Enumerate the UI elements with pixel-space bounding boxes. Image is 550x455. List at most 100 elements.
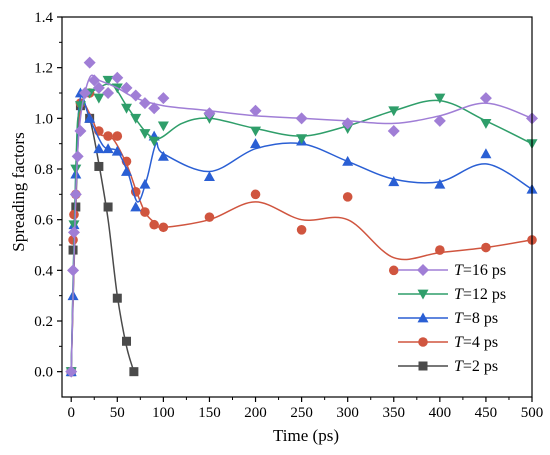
data-point <box>70 164 82 175</box>
data-point <box>157 121 169 132</box>
data-point <box>83 56 96 69</box>
data-point <box>157 92 170 105</box>
data-point <box>296 134 308 145</box>
data-point <box>140 207 150 217</box>
data-point <box>112 293 122 303</box>
legend-value: =12 ps <box>463 286 506 303</box>
series-1 <box>65 56 538 378</box>
data-point <box>111 145 123 156</box>
legend-label: T=2 ps <box>454 358 498 375</box>
data-point <box>148 102 161 115</box>
y-tick-label: 0.2 <box>34 314 53 330</box>
data-point <box>84 112 96 123</box>
legend-entry-3: T=8 ps <box>398 310 498 327</box>
legend-label: T=12 ps <box>454 286 506 303</box>
data-point <box>69 188 82 201</box>
legend-value: =2 ps <box>463 358 498 375</box>
data-point <box>68 220 80 231</box>
data-point <box>388 106 400 117</box>
legend-marker <box>418 361 428 371</box>
data-point <box>120 81 133 94</box>
data-point <box>341 117 354 130</box>
data-point <box>203 107 216 120</box>
data-point <box>480 148 492 159</box>
x-tick-label: 400 <box>429 405 452 421</box>
legend-marker <box>418 337 428 347</box>
data-point <box>479 92 492 105</box>
data-point <box>138 97 151 110</box>
data-point <box>102 143 114 154</box>
data-point <box>434 93 446 104</box>
data-point <box>67 264 80 277</box>
data-point <box>249 104 262 117</box>
data-point <box>130 201 142 212</box>
data-point <box>94 161 104 171</box>
data-point <box>387 125 400 137</box>
series-line <box>70 74 533 372</box>
axes: 0 50 100 150 200 250 300 350 400 450 500 0.0 0.2 0.4 0… <box>34 10 543 421</box>
data-point <box>433 114 446 127</box>
data-point <box>157 150 169 161</box>
x-tick-label: 0 <box>67 405 75 421</box>
data-point <box>102 87 115 99</box>
legend-value: =4 ps <box>463 334 498 351</box>
legend-entry-4: T=4 ps <box>398 334 498 351</box>
y-tick-label: 1.0 <box>34 111 53 127</box>
legend-label: T=16 ps <box>454 262 506 279</box>
data-point <box>250 126 262 137</box>
data-point <box>103 131 113 141</box>
legend-marker <box>417 312 429 323</box>
data-point <box>342 155 354 166</box>
data-point <box>121 103 133 114</box>
x-tick-label: 100 <box>152 405 175 421</box>
data-point <box>112 131 123 141</box>
data-point <box>250 189 261 200</box>
legend-entry-2: T=12 ps <box>398 286 506 303</box>
legend-marker <box>417 264 429 276</box>
legend: T=16 psT=12 psT=8 psT=4 psT=2 ps <box>398 262 506 375</box>
legend-variable: T <box>454 286 464 303</box>
data-point <box>74 125 87 137</box>
data-point <box>388 265 399 276</box>
x-tick-label: 450 <box>475 405 498 421</box>
y-tick-label: 0.4 <box>34 263 53 279</box>
x-tick-label: 200 <box>244 405 267 421</box>
data-point <box>158 222 169 233</box>
data-point <box>79 87 92 99</box>
legend-variable: T <box>454 310 464 327</box>
data-point <box>65 365 78 378</box>
data-point <box>103 202 113 212</box>
data-point <box>295 112 308 125</box>
axes-frame <box>61 16 533 398</box>
data-point <box>130 113 142 124</box>
y-tick-label: 1.2 <box>34 61 53 77</box>
legend-variable: T <box>454 262 464 279</box>
legend-value: =16 ps <box>463 262 506 279</box>
plot-area <box>65 56 538 378</box>
data-point <box>92 81 105 94</box>
data-point <box>122 336 132 346</box>
data-point <box>129 367 139 377</box>
legend-label: T=8 ps <box>454 310 498 327</box>
data-point <box>121 166 133 176</box>
x-tick-label: 350 <box>383 405 406 421</box>
legend-variable: T <box>454 334 464 351</box>
legend-value: =8 ps <box>463 310 498 327</box>
data-point <box>480 119 492 129</box>
x-axis-label: Time (ps) <box>273 426 339 445</box>
data-point <box>93 143 105 154</box>
y-tick-label: 0.8 <box>34 162 53 178</box>
data-point <box>93 93 105 104</box>
x-tick-label: 500 <box>521 405 544 421</box>
data-point <box>203 171 215 181</box>
x-tick-label: 300 <box>336 405 359 421</box>
legend-marker <box>417 289 429 300</box>
x-tick-label: 150 <box>198 405 221 421</box>
data-point <box>129 89 142 102</box>
data-point <box>67 226 80 239</box>
legend-variable: T <box>454 358 464 375</box>
x-tick-label: 250 <box>290 405 313 421</box>
data-point <box>68 235 78 245</box>
data-point <box>204 212 215 222</box>
